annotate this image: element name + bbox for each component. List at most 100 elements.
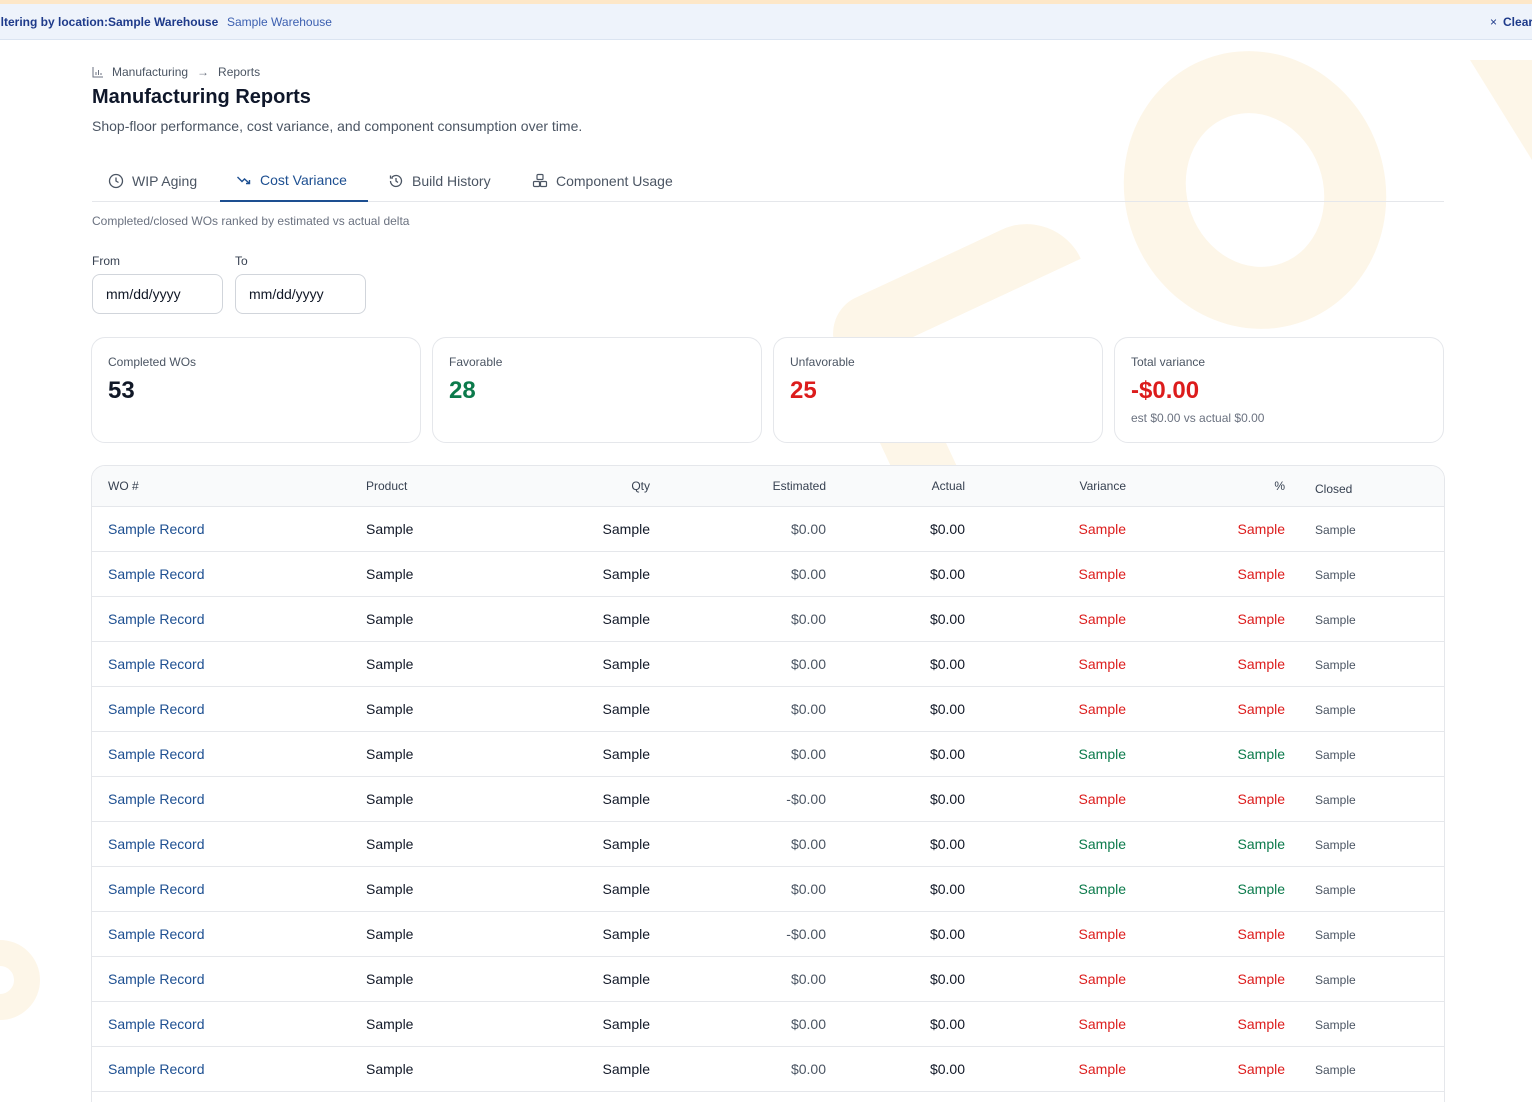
column-header-variance[interactable]: Variance (1079, 479, 1126, 493)
product-cell: Sample (366, 791, 414, 807)
percent-cell: Sample (1237, 971, 1285, 987)
stat-value: -$0.00 (1131, 377, 1200, 404)
wo-link[interactable]: Sample Record (108, 881, 205, 897)
qty-cell: Sample (602, 1061, 650, 1077)
variance-cell: Sample (1078, 1016, 1126, 1032)
stat-card-unfavorable: Unfavorable 25 (773, 337, 1103, 443)
wo-link[interactable]: Sample Record (108, 926, 205, 942)
product-cell: Sample (366, 836, 414, 852)
history-icon (389, 174, 403, 188)
closed-cell: Sample (1315, 703, 1356, 717)
wo-link[interactable]: Sample Record (108, 971, 205, 987)
product-cell: Sample (366, 746, 414, 762)
qty-cell: Sample (602, 521, 650, 537)
table-row[interactable]: Sample Record Sample Sample $0.00 $0.00 Sampl… (92, 1047, 1444, 1092)
qty-cell: Sample (602, 791, 650, 807)
actual-cell: $0.00 (929, 926, 965, 942)
table-row[interactable]: Sample Record Sample Sample $0.00 $0.00 Sampl… (92, 867, 1444, 912)
table-row[interactable]: Sample Record Sample Sample $0.00 $0.00 Sampl… (92, 642, 1444, 687)
product-cell: Sample (366, 701, 414, 717)
from-date-input[interactable] (92, 274, 223, 314)
table-row[interactable]: Sample Record Sample Sample $0.00 $0.00 Sampl… (92, 822, 1444, 867)
column-header-actual[interactable]: Actual (931, 479, 965, 493)
table-row[interactable]: Sample Record Sample Sample $0.00 $0.00 Sampl… (92, 507, 1444, 552)
closed-cell: Sample (1315, 973, 1356, 987)
variance-cell: Sample (1078, 746, 1126, 762)
to-date-input[interactable] (235, 274, 366, 314)
estimated-cell: $0.00 (790, 701, 826, 717)
qty-cell: Sample (602, 881, 650, 897)
table-row[interactable]: Sample Record Sample Sample $0.00 $0.00 Sampl… (92, 732, 1444, 777)
qty-cell: Sample (602, 1016, 650, 1032)
report-description: Completed/closed WOs ranked by estimated… (92, 214, 410, 228)
wo-link[interactable]: Sample Record (108, 746, 205, 762)
estimated-cell: $0.00 (790, 746, 826, 762)
wo-link[interactable]: Sample Record (108, 656, 205, 672)
closed-cell: Sample (1315, 613, 1356, 627)
actual-cell: $0.00 (929, 791, 965, 807)
column-header-qty[interactable]: Qty (631, 479, 650, 493)
actual-cell: $0.00 (929, 746, 965, 762)
percent-cell: Sample (1237, 701, 1285, 717)
bar-chart-icon (92, 67, 103, 78)
wo-link[interactable]: Sample Record (108, 566, 205, 582)
product-cell: Sample (366, 611, 414, 627)
table-row[interactable]: Sample Record Sample Sample -$0.00 $0.00 Samp… (92, 912, 1444, 957)
watermark-logo-part (1470, 60, 1532, 160)
wo-link[interactable]: Sample Record (108, 791, 205, 807)
table-row[interactable]: Sample Record Sample Sample -$0.00 $0.00 Samp… (92, 777, 1444, 822)
percent-cell: Sample (1237, 746, 1285, 762)
tab-build-history[interactable]: Build History (388, 160, 491, 202)
variance-cell: Sample (1078, 521, 1126, 537)
stat-card-completed: Completed WOs 53 (91, 337, 421, 443)
actual-cell: $0.00 (929, 971, 965, 987)
column-header-percent[interactable]: % (1274, 479, 1285, 493)
column-header-closed[interactable]: Closed (1315, 482, 1353, 496)
tab-wip-aging[interactable]: WIP Aging (108, 160, 197, 202)
table-row[interactable]: Sample Record Sample Sample $0.00 $0.00 Sampl… (92, 957, 1444, 1002)
tab-label: WIP Aging (132, 173, 198, 189)
stat-label: Total variance (1131, 355, 1206, 369)
column-header-wo[interactable]: WO # (108, 479, 139, 493)
estimated-cell: $0.00 (790, 1016, 826, 1032)
actual-cell: $0.00 (929, 836, 965, 852)
estimated-cell: $0.00 (790, 656, 826, 672)
table-row[interactable]: Sample Record Sample Sample $0.00 $0.00 Sampl… (92, 552, 1444, 597)
closed-cell: Sample (1315, 523, 1356, 537)
estimated-cell: $0.00 (790, 566, 826, 582)
table-row[interactable]: Sample Record Sample Sample $0.00 $0.00 Sampl… (92, 687, 1444, 732)
table-row[interactable]: Sample Record Sample Sample $0.00 $0.00 Sampl… (92, 597, 1444, 642)
wo-link[interactable]: Sample Record (108, 521, 205, 537)
clear-filter-label: Clear (1503, 15, 1532, 29)
product-cell: Sample (366, 1061, 414, 1077)
trending-down-icon (237, 176, 251, 185)
percent-cell: Sample (1237, 791, 1285, 807)
qty-cell: Sample (602, 836, 650, 852)
wo-link[interactable]: Sample Record (108, 1061, 205, 1077)
column-header-estimated[interactable]: Estimated (772, 479, 826, 493)
watermark-logo-part (0, 940, 40, 1020)
variance-cell: Sample (1078, 701, 1126, 717)
wo-link[interactable]: Sample Record (108, 836, 205, 852)
actual-cell: $0.00 (929, 881, 965, 897)
location-filter-bar: Filtering by location: Sample Warehouse … (0, 4, 1532, 40)
tab-component-usage[interactable]: Component Usage (532, 160, 673, 202)
tab-cost-variance[interactable]: Cost Variance (220, 160, 368, 202)
closed-cell: Sample (1315, 838, 1356, 852)
product-cell: Sample (366, 566, 414, 582)
wo-link[interactable]: Sample Record (108, 701, 205, 717)
closed-cell: Sample (1315, 1063, 1356, 1077)
percent-cell: Sample (1237, 926, 1285, 942)
wo-link[interactable]: Sample Record (108, 1016, 205, 1032)
wo-link[interactable]: Sample Record (108, 611, 205, 627)
product-cell: Sample (366, 881, 414, 897)
breadcrumb-item-manufacturing[interactable]: Manufacturing (112, 65, 189, 79)
clear-filter-button[interactable]: × Clear (1490, 15, 1532, 29)
qty-cell: Sample (602, 971, 650, 987)
table-row[interactable]: Sample Record Sample Sample $0.00 $0.00 Sampl… (92, 1002, 1444, 1047)
filter-location-sub: Sample Warehouse (227, 15, 332, 29)
table-header: WO # Product Qty Estimated Actual Varian… (92, 466, 1444, 507)
column-header-product[interactable]: Product (366, 479, 408, 493)
variance-cell: Sample (1078, 881, 1126, 897)
estimated-cell: -$0.00 (786, 926, 826, 942)
